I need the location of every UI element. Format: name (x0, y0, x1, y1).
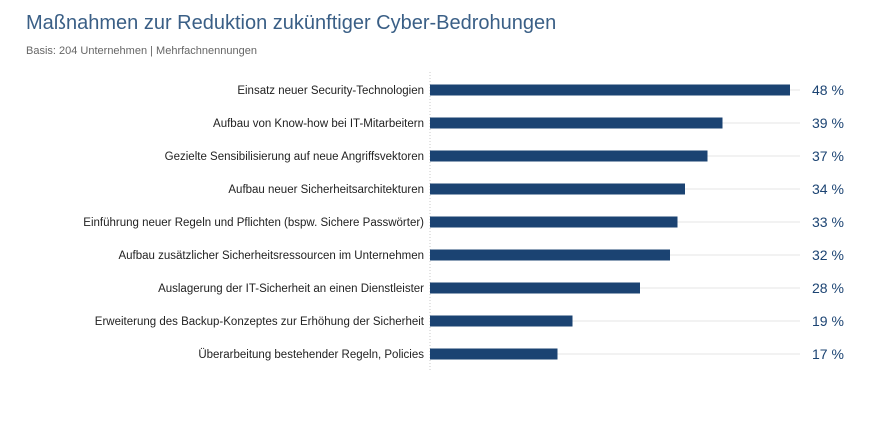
value-label: 28 % (812, 280, 844, 296)
bar (430, 183, 685, 195)
category-label: Aufbau von Know-how bei IT-Mitarbeitern (213, 118, 424, 130)
value-labels: 48 % 39 % 37 % 34 % 33 % 32 % 28 % 19 % 17 % (812, 82, 844, 362)
value-label: 48 % (812, 82, 844, 98)
category-label: Einsatz neuer Security-Technologien (237, 85, 424, 97)
category-label: Gezielte Sensibilisierung auf neue Angri… (165, 151, 424, 163)
bars (430, 84, 790, 360)
value-label: 34 % (812, 181, 844, 197)
category-label: Auslagerung der IT-Sicherheit an einen D… (158, 283, 424, 295)
bar (430, 84, 790, 96)
bar (430, 117, 723, 129)
value-label: 19 % (812, 313, 844, 329)
category-label: Aufbau zusätzlicher Sicherheitsressource… (118, 250, 424, 262)
category-label: Aufbau neuer Sicherheitsarchitekturen (228, 184, 424, 196)
bar (430, 315, 573, 327)
value-label: 37 % (812, 148, 844, 164)
chart-subtitle: Basis: 204 Unternehmen | Mehrfachnennung… (26, 45, 257, 57)
bar (430, 348, 558, 360)
value-label: 33 % (812, 214, 844, 230)
bar (430, 282, 640, 294)
chart-title: Maßnahmen zur Reduktion zukünftiger Cybe… (26, 12, 557, 34)
category-label: Einführung neuer Regeln und Pflichten (b… (83, 217, 424, 229)
value-label: 17 % (812, 346, 844, 362)
category-labels: Einsatz neuer Security-Technologien Aufba… (83, 85, 425, 361)
category-label: Erweiterung des Backup-Konzeptes zur Erh… (95, 316, 425, 328)
bar (430, 249, 670, 261)
bar (430, 216, 678, 228)
value-label: 32 % (812, 247, 844, 263)
bar (430, 150, 708, 162)
value-label: 39 % (812, 115, 844, 131)
category-label: Überarbeitung bestehender Regeln, Polici… (198, 349, 424, 361)
